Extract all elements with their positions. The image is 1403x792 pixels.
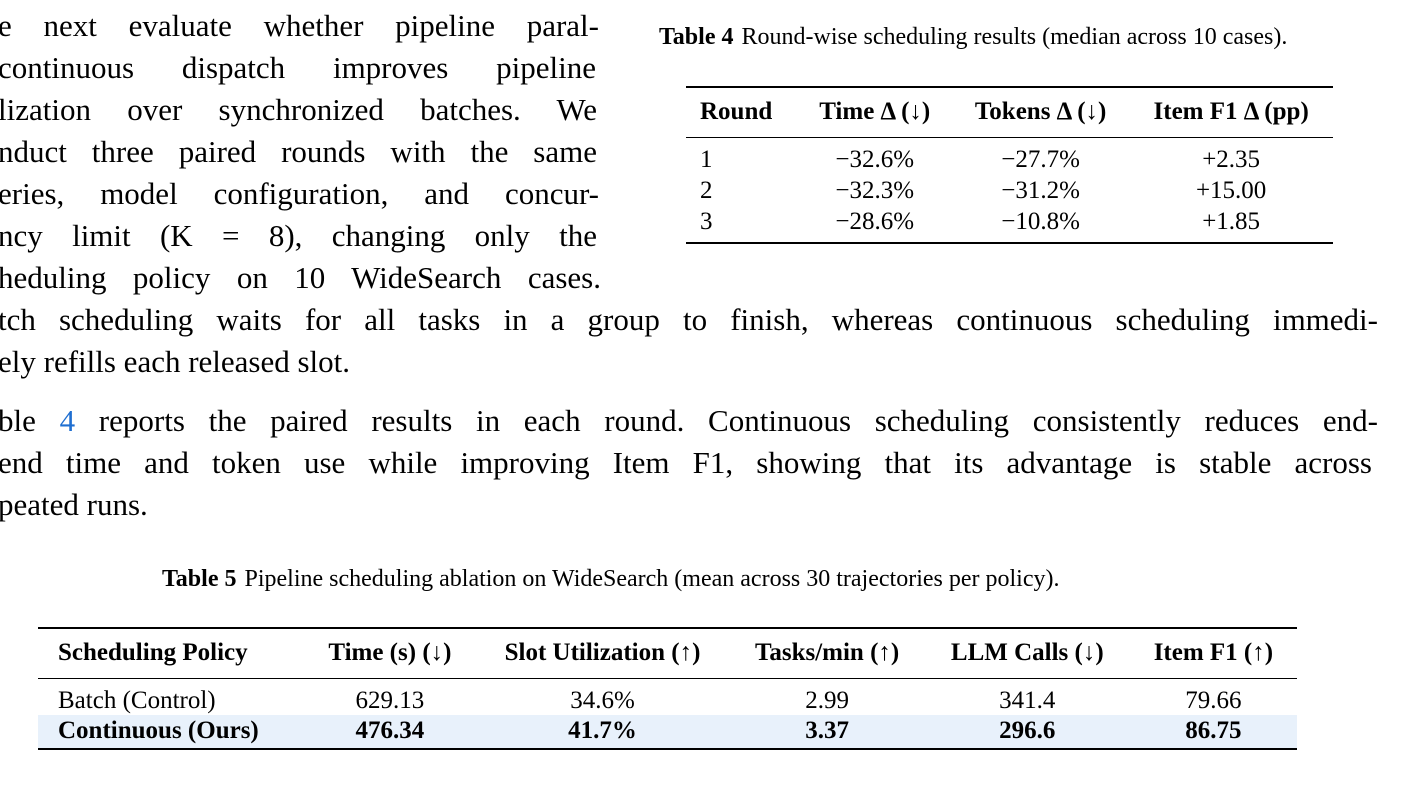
text-line: tch scheduling waits for all tasks in a … — [0, 302, 1378, 337]
text-line: peated runs. — [0, 487, 148, 522]
text-line: lization over synchronized batches. We — [0, 92, 597, 127]
table-cell: Continuous (Ours) — [38, 714, 305, 749]
column-header: Tokens Δ (↓) — [952, 87, 1130, 138]
text-line: heduling policy on 10 WideSearch cases. — [0, 260, 601, 295]
table-reference-link[interactable]: 4 — [59, 403, 76, 438]
table-cell: −28.6% — [835, 207, 915, 235]
table-cell: 86.75 — [1129, 714, 1297, 749]
table-row: 3 −28.6% −10.8% +1.85 — [686, 208, 1333, 243]
table4-label: Table 4 — [659, 24, 734, 50]
table5-caption-text: Pipeline scheduling ablation on WideSear… — [244, 566, 1060, 592]
column-header: Time (s) (↓) — [304, 628, 476, 679]
text-line: nduct three paired rounds with the same — [0, 134, 597, 169]
table4: Round Time Δ (↓) Tokens Δ (↓) Item F1 Δ … — [686, 86, 1333, 244]
table-cell: 296.6 — [924, 714, 1130, 749]
column-header: Slot Utilization (↑) — [475, 628, 730, 679]
table-cell: 41.7% — [475, 714, 730, 749]
table-cell: −32.3% — [835, 176, 915, 204]
table-cell: 629.13 — [355, 686, 425, 714]
table-cell: 2 — [700, 176, 713, 204]
table-header-row: Scheduling Policy Time (s) (↓) Slot Util… — [38, 628, 1297, 679]
column-header: Scheduling Policy — [38, 628, 305, 679]
table-row-highlighted: Continuous (Ours) 476.34 41.7% 3.37 296.… — [38, 714, 1297, 749]
text-line: end time and token use while improving I… — [0, 445, 1372, 480]
table-cell: −32.6% — [835, 145, 915, 173]
text-line: e next evaluate whether pipeline paral- — [0, 8, 599, 43]
column-header: Round — [686, 87, 798, 138]
table-row: 1 −32.6% −27.7% +2.35 — [686, 137, 1333, 174]
table-cell: −27.7% — [1001, 145, 1080, 173]
column-header: LLM Calls (↓) — [924, 628, 1130, 679]
column-header: Time Δ (↓) — [797, 87, 953, 138]
column-header: Item F1 (↑) — [1129, 628, 1297, 679]
table-cell: −31.2% — [1001, 176, 1080, 204]
table-cell: Batch (Control) — [58, 686, 216, 714]
table5: Scheduling Policy Time (s) (↓) Slot Util… — [38, 627, 1297, 750]
table4-caption-text: Round-wise scheduling results (median ac… — [741, 24, 1288, 50]
table-cell: +2.35 — [1202, 145, 1261, 173]
table-cell: 2.99 — [805, 686, 849, 714]
table-cell: 341.4 — [999, 686, 1056, 714]
table-cell: +1.85 — [1202, 207, 1261, 235]
table-cell: −10.8% — [1001, 207, 1080, 235]
table-cell: 3 — [700, 207, 713, 235]
text-line: continuous dispatch improves pipeline — [0, 50, 596, 85]
column-header: Item F1 Δ (pp) — [1129, 87, 1333, 138]
table-cell: 3.37 — [729, 714, 925, 749]
table-cell: 79.66 — [1185, 686, 1242, 714]
column-header: Tasks/min (↑) — [729, 628, 925, 679]
table-cell: 476.34 — [304, 714, 476, 749]
table4-caption: Table 4 Round-wise scheduling results (me… — [659, 22, 1287, 52]
table5-label: Table 5 — [162, 566, 237, 592]
text-line: eries, model configuration, and concur- — [0, 176, 599, 211]
table5-caption: Table 5 Pipeline scheduling ablation on W… — [162, 564, 1059, 594]
text-line: ncy limit (K = 8), changing only the — [0, 218, 597, 253]
text-line: ely refills each released slot. — [0, 344, 351, 379]
table-row: 2 −32.3% −31.2% +15.00 — [686, 174, 1333, 208]
table-cell: 1 — [700, 145, 713, 173]
table-header-row: Round Time Δ (↓) Tokens Δ (↓) Item F1 Δ … — [686, 87, 1333, 138]
table-cell: +15.00 — [1195, 176, 1267, 204]
text-line: ble 4 reports the paired results in each… — [0, 403, 1379, 438]
table-cell: 34.6% — [570, 686, 635, 714]
table-row: Batch (Control) 629.13 34.6% 2.99 341.4 … — [38, 678, 1297, 715]
